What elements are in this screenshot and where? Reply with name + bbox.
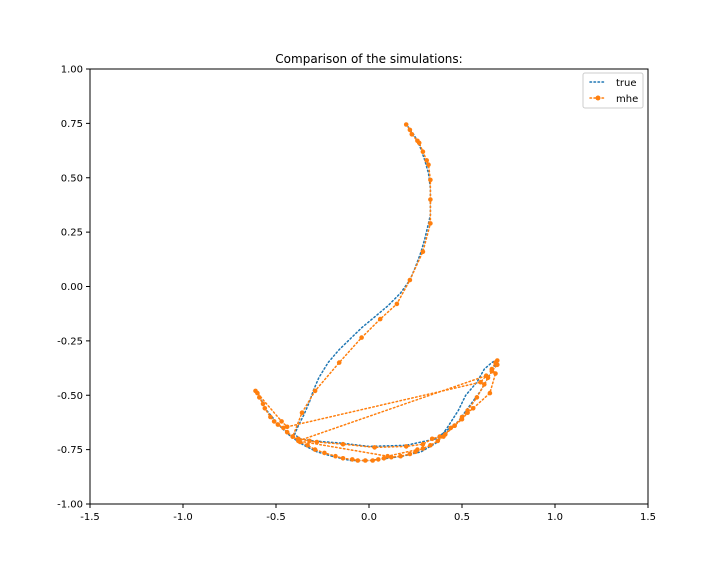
data-point-mhe — [389, 454, 394, 460]
data-point-mhe — [257, 395, 262, 400]
data-point-mhe — [284, 429, 290, 435]
data-point-mhe — [363, 458, 368, 463]
data-point-mhe — [253, 388, 258, 394]
x-axis: -1.5 -1.0 -0.5 0.0 0.5 1.0 1.5 — [80, 504, 656, 523]
x-tick-label: 1.5 — [640, 512, 656, 523]
data-point-mhe — [376, 457, 381, 462]
data-point-mhe — [407, 127, 413, 133]
legend-label-mhe: mhe — [616, 94, 638, 105]
y-tick-label: 0.50 — [61, 173, 83, 184]
x-tick-label: 0.0 — [361, 512, 377, 523]
data-point-mhe — [409, 132, 415, 137]
data-point-mhe — [340, 441, 346, 447]
series-line-mhe — [254, 123, 499, 462]
data-point-mhe — [336, 360, 342, 365]
data-point-mhe — [437, 434, 443, 439]
series-mhe — [253, 122, 500, 463]
data-point-mhe — [312, 388, 318, 394]
data-point-mhe — [271, 419, 277, 424]
data-point-mhe — [385, 453, 390, 459]
data-point-mhe — [493, 360, 498, 365]
data-point-mhe — [296, 438, 301, 444]
data-point-mhe — [381, 456, 387, 461]
y-tick-label: 0.25 — [61, 228, 83, 239]
data-point-mhe — [429, 436, 435, 442]
data-point-mhe — [424, 158, 430, 163]
data-point-mhe — [452, 423, 457, 429]
data-point-mhe — [394, 301, 400, 307]
chart-title: Comparison of the simulations: — [275, 52, 462, 66]
x-tick-label: 0.5 — [454, 512, 470, 523]
data-point-mhe — [482, 382, 487, 387]
data-point-mhe — [441, 434, 446, 439]
data-point-mhe — [322, 450, 327, 456]
data-point-mhe — [448, 425, 454, 431]
data-point-mhe — [483, 373, 489, 379]
data-point-mhe — [403, 444, 409, 449]
data-point-mhe — [428, 221, 433, 226]
data-point-mhe — [312, 447, 318, 452]
y-tick-label: -1.00 — [57, 500, 83, 511]
data-point-mhe — [428, 443, 433, 448]
y-tick-label: -0.75 — [57, 445, 83, 456]
data-point-mhe — [307, 438, 312, 444]
legend: true mhe — [582, 72, 644, 109]
data-point-mhe — [355, 458, 361, 463]
data-point-mhe — [372, 445, 377, 450]
data-point-mhe — [281, 425, 286, 431]
data-point-mhe — [377, 316, 383, 322]
data-point-mhe — [340, 456, 346, 461]
y-tick-label: 1.00 — [61, 65, 83, 76]
data-point-mhe — [489, 366, 495, 372]
data-point-mhe — [359, 335, 364, 340]
x-tick-label: -0.5 — [266, 512, 286, 523]
y-tick-label: 0.00 — [61, 282, 83, 293]
data-point-mhe — [428, 177, 433, 183]
y-tick-label: -0.25 — [57, 336, 83, 347]
data-point-mhe — [275, 422, 281, 427]
data-point-mhe — [333, 453, 338, 459]
x-tick-label: -1.0 — [173, 512, 193, 523]
plot-area — [253, 122, 500, 463]
y-tick-label: -0.50 — [57, 391, 83, 402]
data-point-mhe — [428, 197, 433, 202]
data-point-mhe — [435, 438, 441, 444]
data-point-mhe — [403, 122, 409, 127]
data-point-mhe — [416, 140, 422, 146]
data-point-mhe — [487, 390, 493, 396]
data-point-mhe — [470, 406, 476, 411]
data-point-mhe — [260, 401, 266, 407]
data-point-mhe — [478, 379, 483, 385]
data-point-mhe — [262, 406, 268, 411]
data-point-mhe — [290, 434, 296, 439]
x-tick-label: -1.5 — [80, 512, 100, 523]
data-point-mhe — [493, 371, 498, 376]
data-point-mhe — [350, 457, 355, 462]
y-tick-label: 0.75 — [61, 119, 83, 130]
data-point-mhe — [268, 414, 273, 420]
data-point-mhe — [305, 443, 310, 448]
data-point-mhe — [420, 441, 426, 447]
legend-label-true: true — [616, 78, 637, 89]
data-point-mhe — [420, 149, 426, 154]
data-point-mhe — [407, 277, 413, 283]
x-tick-label: 1.0 — [547, 512, 563, 523]
data-point-mhe — [279, 419, 284, 424]
data-point-mhe — [420, 249, 426, 254]
data-point-mhe — [459, 416, 465, 422]
data-point-mhe — [426, 162, 431, 167]
data-point-mhe — [407, 451, 413, 457]
y-axis: -1.00 -0.75 -0.50 -0.25 0.00 0.25 0.50 0.75 1.00 — [57, 65, 90, 511]
data-point-mhe — [420, 446, 426, 451]
data-point-mhe — [370, 458, 376, 463]
legend-marker-mhe — [595, 95, 601, 101]
data-point-mhe — [299, 410, 305, 416]
data-point-mhe — [314, 439, 320, 445]
data-point-mhe — [398, 453, 403, 459]
data-point-mhe — [415, 447, 420, 452]
data-point-mhe — [284, 424, 290, 430]
data-point-mhe — [465, 410, 470, 416]
data-point-mhe — [474, 395, 480, 400]
